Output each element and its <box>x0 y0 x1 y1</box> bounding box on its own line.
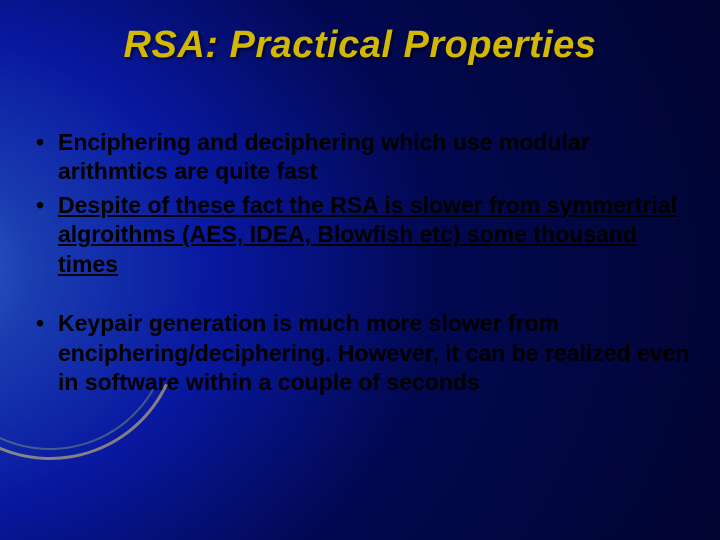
slide: RSA: Practical Properties Enciphering an… <box>0 0 720 540</box>
list-item: Enciphering and deciphering which use mo… <box>30 128 690 187</box>
bullet-list: Keypair generation is much more slower f… <box>30 309 690 397</box>
bullet-text: Keypair generation is much more slower f… <box>58 310 689 395</box>
list-item: Despite of these fact the RSA is slower … <box>30 191 690 279</box>
bullet-text: Despite of these fact the RSA is slower … <box>58 192 677 277</box>
bullet-list: Enciphering and deciphering which use mo… <box>30 128 690 279</box>
slide-body: Enciphering and deciphering which use mo… <box>30 128 690 402</box>
bullet-text: Enciphering and deciphering which use mo… <box>58 129 590 184</box>
slide-title: RSA: Practical Properties <box>0 24 720 67</box>
spacer <box>30 283 690 309</box>
list-item: Keypair generation is much more slower f… <box>30 309 690 397</box>
